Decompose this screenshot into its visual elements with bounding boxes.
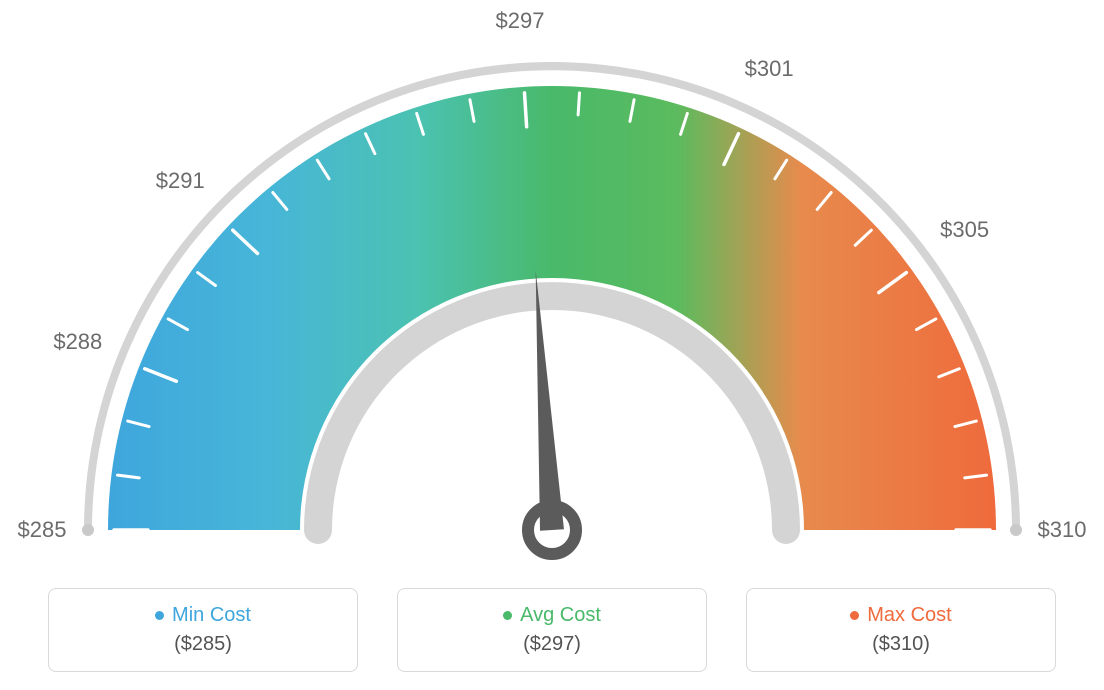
legend-avg-value: ($297) [523,633,581,656]
gauge-tick-label: $310 [1038,517,1087,543]
legend-max-box: Max Cost ($310) [746,588,1056,672]
gauge-tick-label: $305 [940,217,989,243]
gauge-chart: $285 $288 $291 $297 $301 $305 $310 [0,0,1104,570]
legend-min-box: Min Cost ($285) [48,588,358,672]
gauge-tick-label: $285 [18,517,67,543]
gauge-tick-label: $288 [53,329,102,355]
gauge-tick-label: $301 [745,56,794,82]
gauge-tick-label: $291 [156,168,205,194]
legend-min-dot [155,611,164,620]
legend-min-title: Min Cost [155,604,251,627]
gauge-tick-label: $297 [495,8,544,34]
legend-max-dot [850,611,859,620]
legend-row: Min Cost ($285) Avg Cost ($297) Max Cost… [0,588,1104,672]
legend-max-value: ($310) [872,633,930,656]
legend-avg-title: Avg Cost [503,604,601,627]
legend-max-label: Max Cost [867,604,951,627]
legend-avg-label: Avg Cost [520,604,601,627]
legend-avg-dot [503,611,512,620]
legend-min-label: Min Cost [172,604,251,627]
gauge-svg [0,0,1104,570]
legend-avg-box: Avg Cost ($297) [397,588,707,672]
legend-max-title: Max Cost [850,604,951,627]
legend-min-value: ($285) [174,633,232,656]
